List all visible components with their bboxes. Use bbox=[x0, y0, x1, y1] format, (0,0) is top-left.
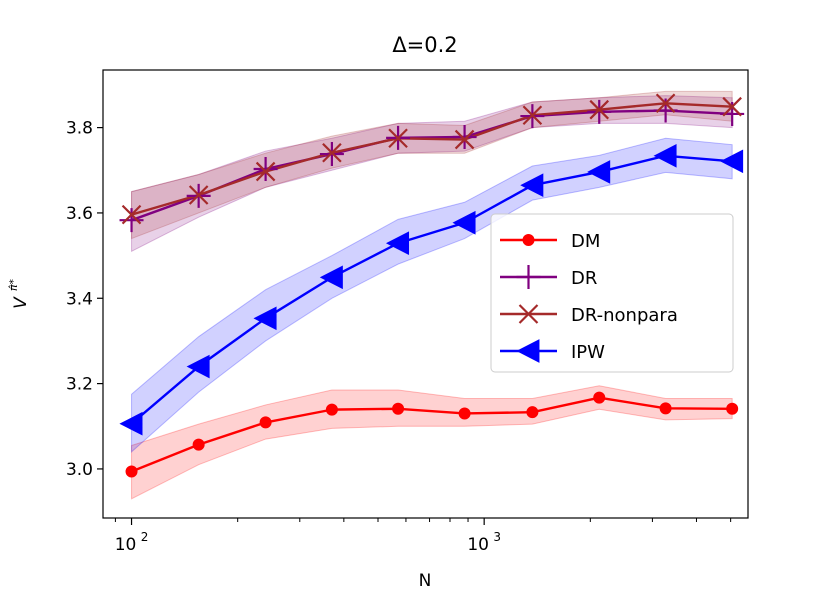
y-tick-label: 3.2 bbox=[66, 375, 93, 395]
line-dm bbox=[131, 396, 733, 473]
point-dm-4 bbox=[392, 402, 405, 415]
line-ipw bbox=[130, 154, 733, 425]
point-dm-7 bbox=[593, 391, 606, 404]
legend-label-ipw: IPW bbox=[571, 342, 605, 363]
point-dm-0 bbox=[125, 465, 138, 478]
point-dm-5 bbox=[458, 407, 471, 420]
line-dr-nonpara bbox=[131, 102, 733, 216]
y-tick-label: 3.4 bbox=[66, 289, 93, 309]
point-dr-7 bbox=[587, 99, 612, 124]
legend-marker-dm bbox=[522, 234, 535, 246]
point-dm-2 bbox=[259, 416, 272, 429]
x-tick-exponent: 3 bbox=[493, 530, 501, 544]
legend-marker-dr bbox=[516, 265, 541, 289]
chart-title: Δ=0.2 bbox=[392, 33, 457, 57]
point-ipw-3 bbox=[319, 265, 343, 290]
point-dm-3 bbox=[325, 403, 338, 416]
point-dr-5 bbox=[452, 124, 477, 149]
band-ipw bbox=[131, 137, 733, 453]
point-dm-1 bbox=[192, 438, 205, 451]
band-dm bbox=[131, 385, 733, 500]
point-dr-nonpara-3 bbox=[322, 142, 342, 163]
plot-frame bbox=[102, 69, 749, 519]
point-ipw-5 bbox=[452, 210, 476, 235]
legend-label-dr: DR bbox=[571, 268, 597, 289]
point-dm-8 bbox=[659, 402, 672, 415]
y-axis-label-superscript: π̂* bbox=[7, 278, 20, 291]
point-dr-0 bbox=[119, 208, 144, 233]
x-axis-label: N bbox=[419, 571, 432, 591]
point-ipw-2 bbox=[253, 306, 277, 331]
point-ipw-1 bbox=[186, 354, 210, 379]
point-ipw-6 bbox=[520, 173, 544, 198]
point-dr-nonpara-6 bbox=[522, 105, 543, 126]
series-lines bbox=[130, 102, 733, 473]
point-dr-2 bbox=[253, 156, 278, 181]
point-dr-nonpara-5 bbox=[454, 129, 475, 150]
point-dr-nonpara-2 bbox=[255, 161, 276, 182]
point-ipw-0 bbox=[119, 411, 143, 436]
x-tick-label: 10 bbox=[467, 535, 489, 555]
legend: DM DR DR-nonpara IPW bbox=[490, 213, 734, 373]
x-axis: 10 2 10 3 bbox=[115, 518, 732, 555]
y-tick-label: 3.6 bbox=[66, 204, 93, 224]
point-ipw-7 bbox=[587, 160, 611, 184]
legend-frame bbox=[490, 213, 734, 373]
point-dm-6 bbox=[526, 406, 539, 419]
legend-marker-ipw bbox=[516, 339, 540, 363]
point-ipw-4 bbox=[385, 231, 410, 256]
point-ipw-9 bbox=[720, 149, 744, 174]
point-dm-9 bbox=[726, 402, 739, 415]
y-axis-label-group: V π̂* bbox=[7, 278, 31, 308]
y-axis-label: V bbox=[11, 296, 31, 309]
point-dr-nonpara-7 bbox=[589, 99, 610, 120]
point-dr-nonpara-1 bbox=[188, 185, 209, 205]
legend-marker-dr-nonpara bbox=[518, 304, 539, 324]
y-tick-label: 3.0 bbox=[66, 460, 93, 480]
legend-label-dm: DM bbox=[571, 231, 600, 252]
point-ipw-8 bbox=[653, 143, 677, 168]
point-dr-nonpara-8 bbox=[655, 93, 676, 114]
x-tick-exponent: 2 bbox=[141, 530, 149, 544]
point-dr-nonpara-0 bbox=[121, 204, 142, 225]
series-markers bbox=[119, 93, 745, 478]
legend-label-dr-nonpara: DR-nonpara bbox=[571, 305, 678, 326]
point-dr-nonpara-4 bbox=[388, 128, 408, 149]
point-dr-nonpara-9 bbox=[722, 96, 742, 117]
x-tick-label: 10 bbox=[115, 535, 137, 555]
y-tick-label: 3.8 bbox=[66, 119, 93, 139]
y-axis: 3.0 3.2 3.4 3.6 3.8 bbox=[66, 119, 103, 480]
